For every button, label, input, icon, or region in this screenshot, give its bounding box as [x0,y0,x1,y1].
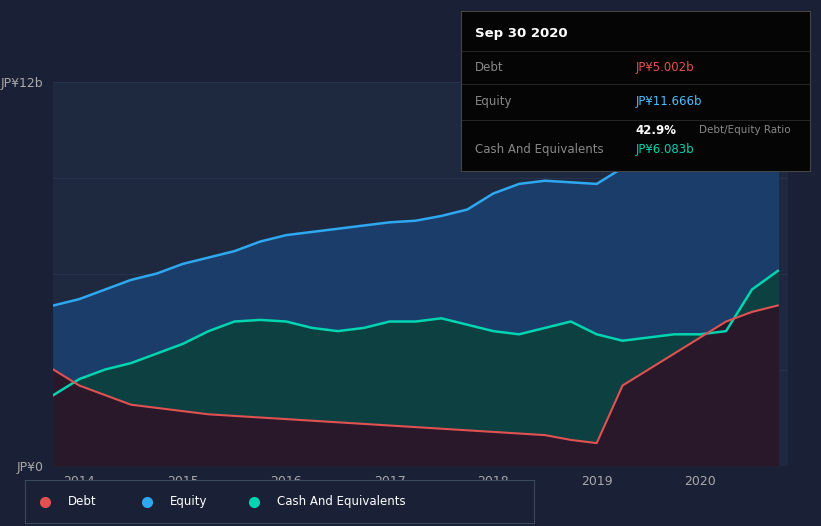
Text: Equity: Equity [170,495,207,508]
Text: JP¥5.002b: JP¥5.002b [636,61,695,74]
Text: Debt/Equity Ratio: Debt/Equity Ratio [699,125,791,135]
Text: Cash And Equivalents: Cash And Equivalents [277,495,406,508]
Text: JP¥6.083b: JP¥6.083b [636,143,695,156]
Text: Sep 30 2020: Sep 30 2020 [475,26,568,39]
Text: Equity: Equity [475,95,513,108]
Text: Debt: Debt [68,495,97,508]
Text: JP¥11.666b: JP¥11.666b [636,95,702,108]
Text: Cash And Equivalents: Cash And Equivalents [475,143,604,156]
Text: Debt: Debt [475,61,504,74]
Text: 42.9%: 42.9% [636,124,677,137]
